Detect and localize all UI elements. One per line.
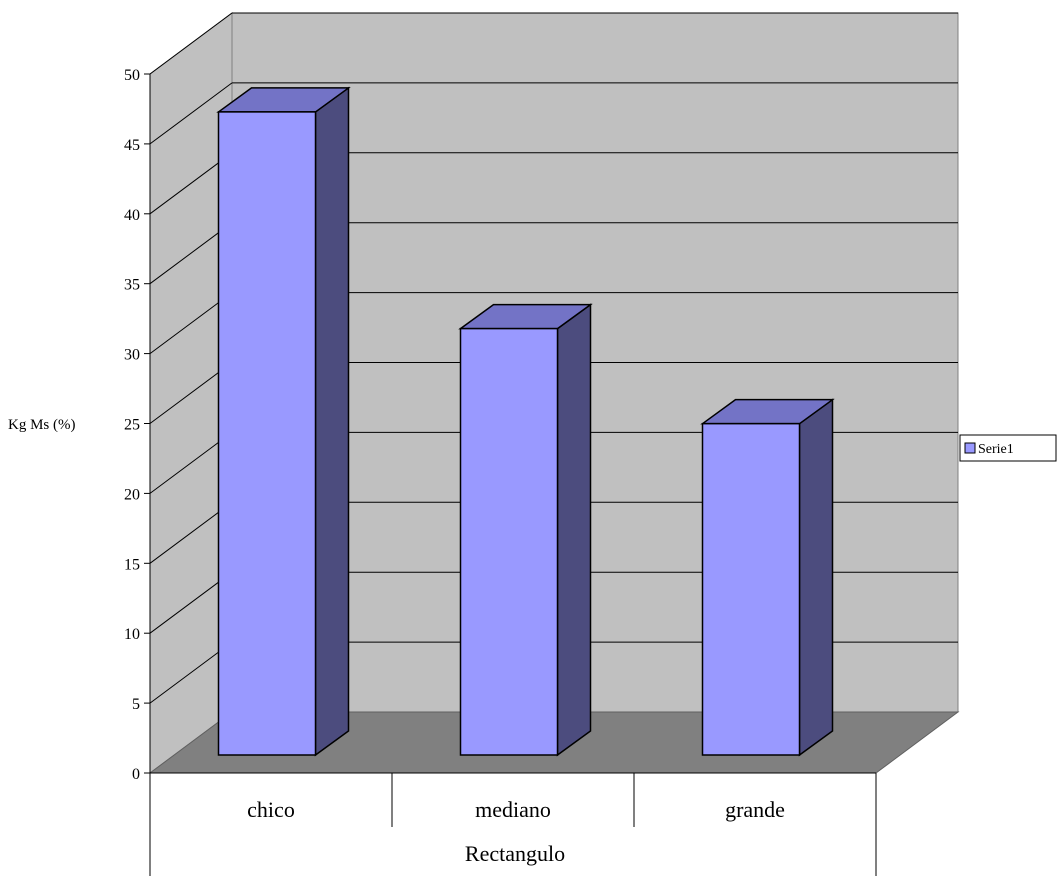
y-tick-label: 25 [124, 417, 140, 434]
bar-mediano [458, 303, 593, 757]
x-axis-label: Rectangulo [465, 841, 565, 866]
legend-swatch-serie1 [964, 442, 976, 454]
y-tick-label: 15 [124, 556, 140, 573]
x-tick-label: mediano [475, 797, 551, 822]
axes: 0 5 10 15 20 25 30 35 40 45 50 chico mediano grande [124, 67, 877, 876]
y-tick-label: 0 [132, 766, 140, 783]
legend: Serie1 [959, 434, 1057, 462]
bar-side [314, 86, 350, 757]
bar-front [217, 111, 317, 756]
y-tick-label: 10 [124, 626, 140, 643]
y-tick-label: 40 [124, 207, 140, 224]
bar-front [459, 327, 559, 756]
gridline-side [149, 82, 233, 145]
bar-side [798, 398, 834, 757]
y-tick-label: 50 [124, 67, 140, 84]
legend-box [959, 434, 1057, 462]
bar-chico [216, 86, 351, 757]
x-tick-label: grande [725, 797, 785, 822]
bar-front [701, 422, 801, 756]
y-tick-label: 5 [132, 696, 140, 713]
x-tick-label: chico [247, 797, 295, 822]
y-axis-label: Kg Ms (%) [8, 417, 76, 433]
gridline-side [149, 12, 233, 75]
y-tick-label: 35 [124, 277, 140, 294]
bars [216, 86, 835, 757]
legend-label-serie1: Serie1 [978, 442, 1014, 457]
y-tick-label: 30 [124, 347, 140, 364]
y-tick-label: 20 [124, 486, 140, 503]
bar-side [556, 303, 592, 757]
y-tick-label: 45 [124, 137, 140, 154]
bar-grande [700, 398, 835, 757]
